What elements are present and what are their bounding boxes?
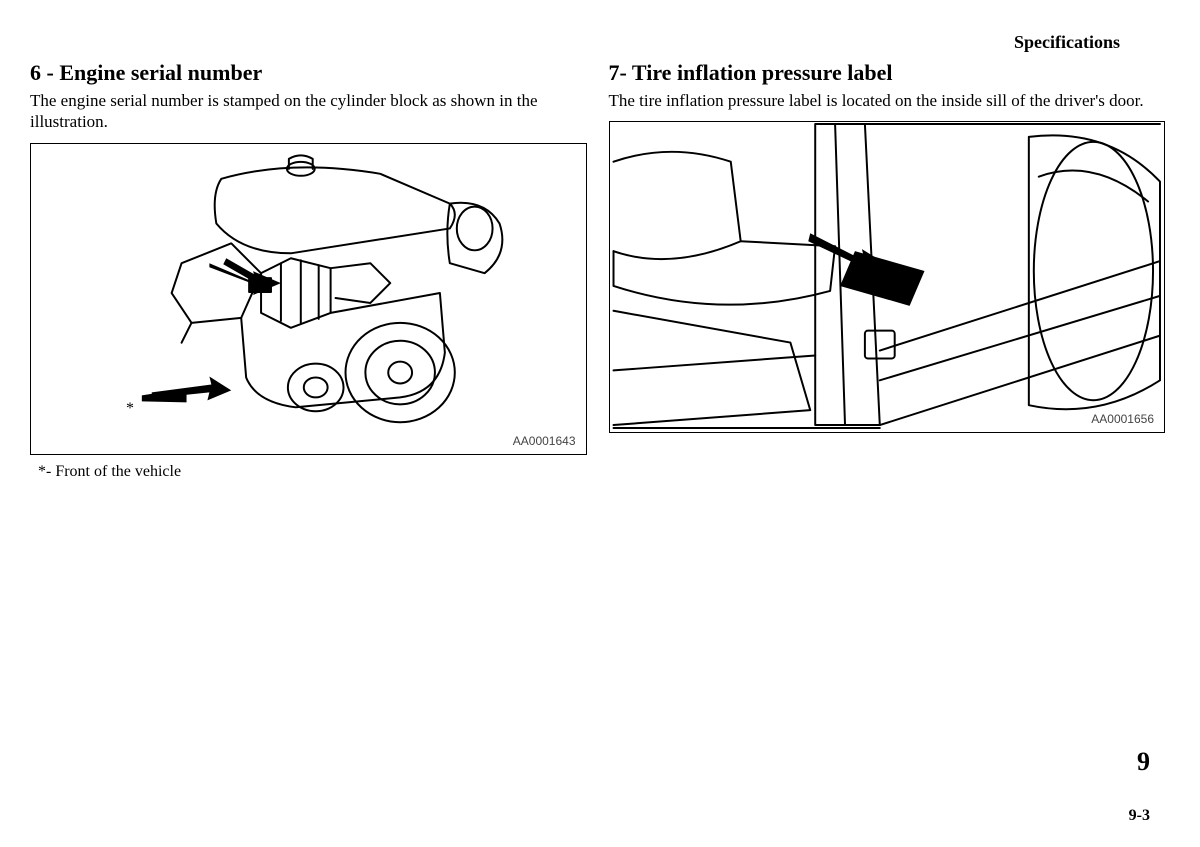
chapter-number: 9 (1137, 747, 1150, 777)
page-category: Specifications (1014, 32, 1120, 53)
figure-code-left: AA0001643 (513, 434, 576, 448)
section-6-title: 6 - Engine serial number (30, 60, 587, 86)
right-column: 7- Tire inflation pressure label The tir… (609, 60, 1166, 481)
figure-caption-left: *- Front of the vehicle (38, 463, 587, 481)
figure-engine: * AA0001643 (30, 143, 587, 455)
left-column: 6 - Engine serial number The engine seri… (30, 60, 587, 481)
figure-door-sill: AA0001656 (609, 121, 1166, 433)
asterisk-marker: * (126, 400, 134, 418)
section-7-title: 7- Tire inflation pressure label (609, 60, 1166, 86)
engine-illustration (31, 144, 586, 454)
door-sill-illustration (610, 122, 1165, 432)
page-number: 9-3 (1129, 807, 1150, 825)
content-columns: 6 - Engine serial number The engine seri… (30, 60, 1165, 481)
section-6-body: The engine serial number is stamped on t… (30, 90, 587, 133)
section-7-body: The tire inflation pressure label is loc… (609, 90, 1166, 111)
figure-code-right: AA0001656 (1091, 412, 1154, 426)
